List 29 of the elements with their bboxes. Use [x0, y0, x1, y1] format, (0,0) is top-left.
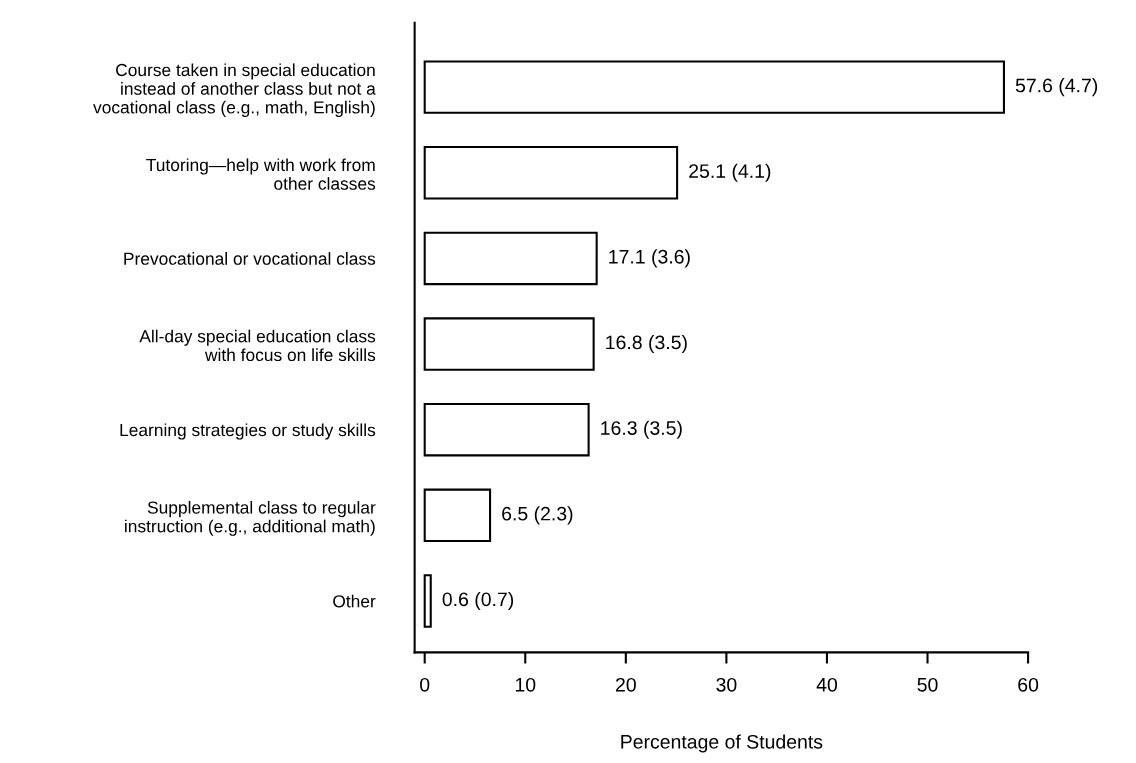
x-tick-label: 30	[716, 677, 737, 692]
x-tick-label: 50	[917, 677, 938, 692]
y-tick-label: Prevocational or vocational class	[124, 252, 376, 265]
data-label: 17.1 (3.6)	[609, 249, 690, 268]
bar	[423, 231, 598, 286]
y-tick-label: Course taken in special education instead of another class but not a vocational class (e.g., math, English)	[93, 63, 376, 117]
y-tick-label: Supplemental class to regular instruction (e.g., additional math)	[125, 500, 376, 536]
bar	[423, 402, 590, 457]
x-tick-label: 20	[615, 677, 636, 692]
data-label: 25.1 (4.1)	[689, 163, 771, 182]
bar	[423, 317, 595, 371]
bar	[423, 574, 432, 628]
y-tick-label: Learning strategies or study skills	[120, 423, 376, 440]
data-label: 16.8 (3.5)	[606, 334, 687, 354]
bar	[423, 146, 679, 200]
x-tick-label: 40	[816, 677, 838, 692]
y-tick-label: All-day special education class with focus on life skills	[139, 329, 376, 362]
bar	[423, 60, 1005, 114]
y-tick-label: Other	[333, 594, 376, 608]
x-tick-label: 10	[515, 677, 536, 692]
x-tick-label: 0	[420, 677, 430, 692]
data-label: 6.5 (2.3)	[502, 506, 573, 525]
data-label: 0.6 (0.7)	[442, 591, 514, 611]
data-label: 57.6 (4.7)	[1015, 78, 1098, 97]
bar	[423, 488, 492, 543]
y-tick-label: Tutoring—help with work from other classes	[146, 158, 376, 190]
data-label: 16.3 (3.5)	[601, 420, 682, 439]
x-tick-label: 60	[1018, 677, 1039, 692]
x-axis-title: Percentage of Students	[621, 734, 823, 753]
